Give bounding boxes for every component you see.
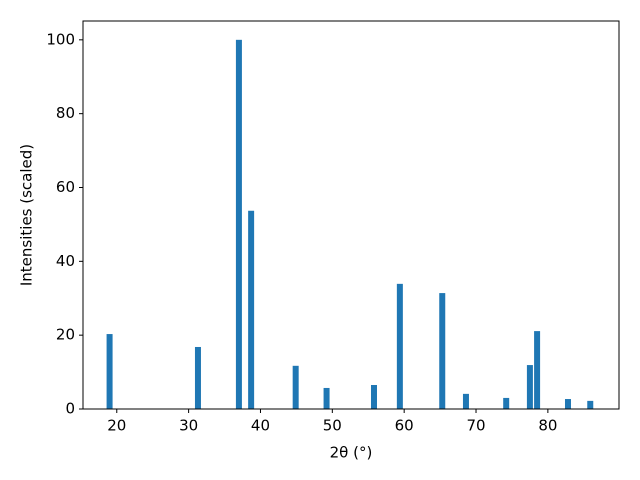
bar <box>564 399 571 409</box>
bar <box>462 393 469 409</box>
y-tick-label: 100 <box>46 30 75 48</box>
bar <box>292 365 299 409</box>
y-tick-label: 0 <box>65 400 75 418</box>
bar <box>235 39 242 409</box>
x-tick-label: 20 <box>107 417 126 435</box>
bar <box>503 397 510 409</box>
x-tick-label: 60 <box>395 417 414 435</box>
bar <box>526 365 533 409</box>
y-tick-label: 40 <box>56 252 75 270</box>
bar <box>587 400 594 409</box>
x-tick-label: 80 <box>538 417 557 435</box>
x-axis-label: 2θ (°) <box>330 444 373 462</box>
x-tick-label: 30 <box>179 417 198 435</box>
plot-frame <box>82 20 620 410</box>
x-tick-label: 40 <box>251 417 270 435</box>
x-tick-label: 70 <box>466 417 485 435</box>
y-axis-label: Intensities (scaled) <box>18 144 36 286</box>
x-tick-label: 50 <box>323 417 342 435</box>
bar <box>106 334 113 409</box>
bar <box>439 293 446 409</box>
bar <box>534 331 541 409</box>
y-tick-label: 20 <box>56 326 75 344</box>
bar <box>370 385 377 409</box>
bar <box>396 283 403 409</box>
bar <box>248 210 255 409</box>
y-tick-label: 60 <box>56 178 75 196</box>
y-tick-label: 80 <box>56 104 75 122</box>
bar <box>323 387 330 409</box>
bar <box>194 346 201 409</box>
